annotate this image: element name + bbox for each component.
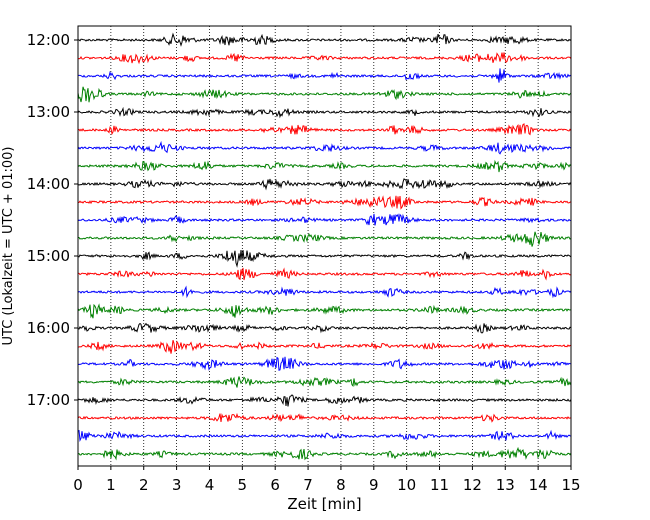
x-axis-label: Zeit [min] bbox=[287, 495, 361, 513]
seismogram-trace bbox=[77, 140, 572, 155]
seismogram-trace bbox=[77, 356, 572, 371]
x-tick-label: 3 bbox=[172, 476, 182, 494]
x-tick-label: 13 bbox=[496, 476, 515, 494]
y-tick-label: 13:00 bbox=[27, 103, 70, 121]
y-tick-label: 17:00 bbox=[27, 391, 70, 409]
x-tick-label: 9 bbox=[369, 476, 379, 494]
y-tick-label: 14:00 bbox=[27, 175, 70, 193]
vertical-grid bbox=[110, 26, 539, 466]
seismogram-trace bbox=[78, 231, 572, 247]
seismogram-trace bbox=[77, 394, 572, 407]
plot-frame bbox=[77, 25, 572, 467]
x-tick-label: 2 bbox=[139, 476, 149, 494]
x-tick-label: 1 bbox=[106, 476, 116, 494]
y-axis-ticks: 12:00 13:00 14:00 15:00 16:00 17:00 bbox=[27, 31, 78, 409]
x-tick-label: 6 bbox=[270, 476, 280, 494]
y-tick-label: 12:00 bbox=[27, 31, 70, 49]
seismogram-trace bbox=[77, 86, 572, 103]
seismogram-trace bbox=[77, 285, 572, 299]
plot-background bbox=[78, 26, 571, 466]
seismogram-trace bbox=[77, 376, 572, 388]
x-axis-ticks: 0 1 2 3 4 5 6 7 8 9 10 11 12 13 14 15 bbox=[73, 466, 581, 494]
seismogram-trace bbox=[77, 195, 572, 210]
seismogram-trace bbox=[77, 322, 572, 334]
seismogram-trace bbox=[77, 178, 572, 191]
seismogram-trace bbox=[77, 68, 572, 83]
seismogram-trace bbox=[77, 429, 572, 443]
seismogram-trace bbox=[77, 123, 572, 136]
x-tick-label: 12 bbox=[463, 476, 482, 494]
y-tick-label: 16:00 bbox=[27, 319, 70, 337]
x-tick-label: 8 bbox=[336, 476, 346, 494]
seismogram-trace bbox=[77, 267, 572, 281]
seismogram-trace bbox=[77, 106, 572, 119]
x-tick-label: 11 bbox=[430, 476, 449, 494]
trace-lines bbox=[77, 32, 572, 461]
y-axis-label: UTC (Lokalzeit = UTC + 01:00) bbox=[1, 147, 16, 346]
seismogram-trace bbox=[77, 159, 572, 173]
seismogram-trace bbox=[77, 52, 572, 65]
seismogram-trace bbox=[77, 213, 572, 226]
seismogram-trace bbox=[77, 32, 572, 47]
x-tick-label: 4 bbox=[205, 476, 215, 494]
seismogram-trace bbox=[77, 340, 572, 354]
x-tick-label: 14 bbox=[529, 476, 548, 494]
x-tick-label: 5 bbox=[238, 476, 248, 494]
x-tick-label: 15 bbox=[561, 476, 580, 494]
seismogram-trace bbox=[77, 303, 572, 319]
seismogram-trace bbox=[77, 249, 572, 268]
seismogram-trace bbox=[77, 412, 572, 423]
x-tick-label: 7 bbox=[303, 476, 313, 494]
y-tick-label: 15:00 bbox=[27, 247, 70, 265]
x-tick-label: 0 bbox=[73, 476, 83, 494]
x-tick-label: 10 bbox=[397, 476, 416, 494]
seismogram-trace bbox=[77, 446, 572, 461]
